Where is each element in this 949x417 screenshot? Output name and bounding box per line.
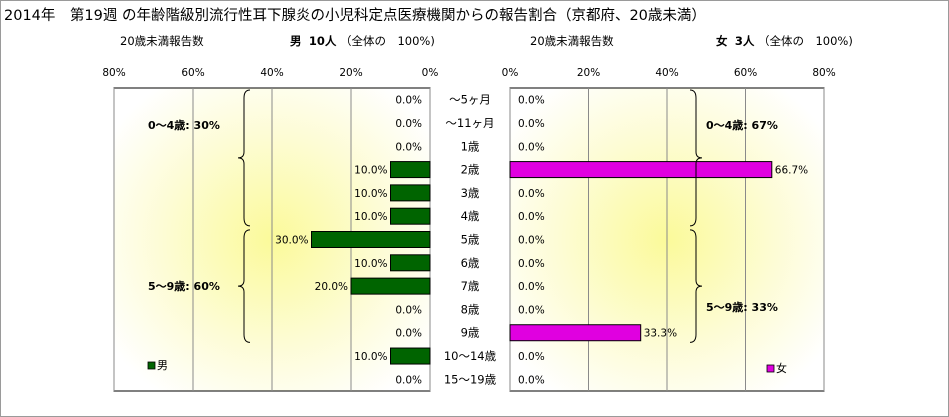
male-subtitle: 20歳未満報告数 (120, 34, 204, 48)
male-value-label: 0.0% (395, 95, 422, 107)
male-value-label: 10.0% (354, 211, 387, 223)
female-value-label: 0.0% (518, 235, 545, 247)
female-bracket-0-4 (689, 89, 703, 227)
male-bar (390, 161, 431, 179)
male-value-label: 10.0% (354, 188, 387, 200)
category-label: 7歳 (461, 279, 480, 293)
female-tick-label: 40% (655, 67, 678, 79)
female-annotation-0-4: 0～4歳: 67% (706, 118, 778, 132)
female-tick-label: 0% (502, 67, 519, 79)
female-value-label: 0.0% (518, 374, 545, 386)
category-label: 1歳 (461, 139, 480, 153)
female-value-label: 0.0% (518, 118, 545, 130)
category-label: 8歳 (461, 302, 480, 316)
female-value-label: 0.0% (518, 188, 545, 200)
female-value-label: 0.0% (518, 351, 545, 363)
female-value-label: 0.0% (518, 304, 545, 316)
male-annotation-0-4: 0～4歳: 30% (148, 118, 220, 132)
male-bar (311, 231, 431, 248)
female-note: （全体の 100%) (757, 34, 853, 48)
male-legend-label: 男 (157, 359, 168, 372)
female-value-label: 66.7% (775, 165, 808, 177)
female-count: 女 3人 （全体の 100%) (716, 33, 853, 49)
category-label: ～5ヶ月 (449, 93, 491, 107)
male-bar (390, 207, 431, 225)
female-label: 女 (716, 34, 728, 48)
male-tick-label: 60% (181, 67, 204, 79)
female-annotation-5-9: 5～9歳: 33% (706, 300, 778, 314)
male-value-label: 0.0% (395, 118, 422, 130)
female-bracket-5-9 (689, 229, 703, 343)
male-tick-label: 80% (102, 67, 125, 79)
category-label: ～11ヶ月 (445, 116, 494, 130)
category-label: 9歳 (461, 326, 480, 340)
chart-title: 2014年 第19週 の年齢階級別流行性耳下腺炎の小児科定点医療機関からの報告割… (4, 8, 706, 24)
female-tick-label: 20% (577, 67, 600, 79)
male-bar (350, 277, 431, 295)
female-bar (509, 324, 642, 342)
male-tick-label: 20% (339, 67, 362, 79)
male-value-label: 0.0% (395, 304, 422, 316)
female-value-label: 0.0% (518, 141, 545, 153)
category-label: 2歳 (461, 163, 480, 177)
male-label: 男 (290, 34, 302, 48)
male-count-value: 10人 (308, 34, 337, 48)
female-legend-swatch (766, 364, 775, 373)
male-value-label: 10.0% (354, 165, 387, 177)
male-bar (390, 184, 431, 202)
male-note: （全体の 100%) (339, 34, 435, 48)
male-count: 男 10人 （全体の 100%) (290, 33, 435, 49)
male-bar (390, 254, 431, 272)
male-bar (390, 347, 431, 365)
male-legend-swatch (147, 361, 156, 370)
male-value-label: 10.0% (354, 351, 387, 363)
category-label: 15～19歳 (444, 372, 497, 386)
category-label: 6歳 (461, 256, 480, 270)
male-tick-label: 0% (422, 67, 439, 79)
male-value-label: 20.0% (315, 281, 348, 293)
category-label: 10～14歳 (444, 349, 497, 363)
female-count-value: 3人 (734, 34, 755, 48)
male-value-label: 10.0% (354, 258, 387, 270)
category-label: 4歳 (461, 209, 480, 223)
category-label: 3歳 (461, 186, 480, 200)
female-bar (509, 161, 773, 179)
female-value-label: 33.3% (644, 328, 677, 340)
male-annotation-5-9: 5～9歳: 60% (148, 279, 220, 293)
female-value-label: 0.0% (518, 258, 545, 270)
female-tick-label: 60% (734, 67, 757, 79)
male-value-label: 0.0% (395, 374, 422, 386)
male-value-label: 0.0% (395, 141, 422, 153)
female-subtitle: 20歳未満報告数 (530, 34, 614, 48)
male-value-label: 30.0% (275, 235, 308, 247)
male-tick-label: 40% (260, 67, 283, 79)
male-bracket-5-9 (237, 229, 251, 343)
male-bracket-0-4 (237, 89, 251, 227)
category-label: 5歳 (461, 233, 480, 247)
female-value-label: 0.0% (518, 95, 545, 107)
female-value-label: 0.0% (518, 281, 545, 293)
female-tick-label: 80% (812, 67, 835, 79)
female-legend-label: 女 (776, 361, 787, 375)
male-value-label: 0.0% (395, 328, 422, 340)
female-value-label: 0.0% (518, 211, 545, 223)
